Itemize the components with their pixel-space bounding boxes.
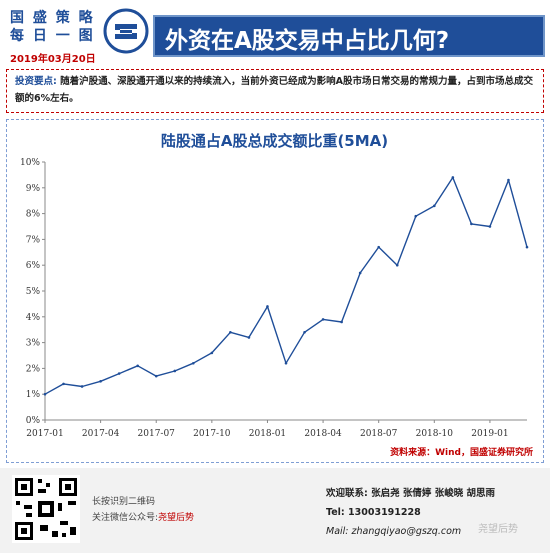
y-tick-label: 9%: [26, 184, 41, 194]
data-point: [358, 271, 362, 275]
data-point: [229, 330, 232, 334]
qr-line2: 关注微信公众号:尧望后势: [92, 510, 194, 526]
data-point: [433, 204, 436, 208]
contact-label: 欢迎联系:: [326, 488, 368, 499]
x-tick-label: 2017-07: [138, 429, 176, 439]
data-point: [507, 178, 510, 182]
y-tick-label: 10%: [20, 158, 40, 168]
data-point: [43, 392, 47, 396]
data-point: [210, 351, 214, 355]
qr-code-icon: [12, 475, 80, 543]
line-chart: 0% 1% 2% 3% 4% 5% 6% 7% 8% 9% 10% 2017-01 2017-04 201…: [20, 158, 529, 439]
y-tick-label: 1%: [26, 390, 41, 400]
brand-line1: 国 盛 策 略: [10, 10, 95, 26]
qr-line1: 长按识别二维码: [92, 497, 156, 507]
series-line: [44, 176, 528, 395]
y-tick-label: 4%: [26, 313, 41, 323]
y-tick-label: 6%: [26, 261, 41, 271]
data-point: [247, 336, 251, 339]
y-tick-label: 7%: [26, 235, 41, 245]
page-title: 外资在A股交易中占比几何?: [165, 28, 450, 54]
data-point: [154, 374, 158, 378]
contact-names: 欢迎联系: 张启尧 张倩婷 张峻晓 胡思雨: [326, 484, 495, 503]
data-point: [488, 225, 492, 228]
x-tick-label: 2017-04: [82, 429, 120, 439]
account-name: 尧望后势: [158, 513, 195, 523]
data-point: [451, 176, 455, 179]
data-point: [321, 318, 325, 321]
data-point: [266, 305, 269, 308]
chart-box: 陆股通占A股总成交额比重(5MA) 0% 1% 2% 3% 4% 5% 6% 7% 8% 9% 10…: [6, 119, 544, 463]
data-point: [525, 245, 529, 249]
data-point: [62, 382, 65, 386]
data-point: [340, 320, 343, 324]
data-point: [99, 380, 102, 383]
brand-title: 国 盛 策 略 每 日 一 图: [10, 9, 95, 45]
brand-line2-b: 一 图: [55, 28, 95, 44]
data-point: [377, 245, 380, 249]
contact-phone: Tel: 13003191228: [326, 507, 421, 518]
brand-line2: 每 日 一 图: [10, 27, 95, 45]
y-tick-label: 3%: [26, 339, 41, 349]
contact-info: 欢迎联系: 张启尧 张倩婷 张峻晓 胡思雨 Tel: 13003191228 M…: [326, 484, 495, 541]
data-point: [192, 361, 195, 365]
summary-text: 随着沪股通、深股通开通以来的持续流入，当前外资已经成为影响A股市场日常交易的常规…: [15, 76, 533, 104]
footer: 长按识别二维码 关注微信公众号:尧望后势 欢迎联系: 张启尧 张倩婷 张峻晓 胡…: [0, 468, 550, 553]
data-point: [470, 222, 473, 226]
x-tick-label: 2019-01: [471, 429, 508, 439]
watermark: 尧望后势: [478, 524, 518, 535]
header: 国 盛 策 略 每 日 一 图 2019年03月20日 外资在A股交易中占比几何…: [0, 0, 550, 68]
y-tick-label: 2%: [26, 364, 41, 374]
data-point: [80, 385, 84, 388]
chart-title: 陆股通占A股总成交额比重(5MA): [160, 132, 389, 150]
data-point: [395, 263, 399, 267]
data-point: [303, 330, 306, 334]
report-date: 2019年03月20日: [10, 54, 96, 65]
contact-mail: Mail: zhangqiyao@gszq.com: [326, 526, 462, 537]
title-bar: 外资在A股交易中占比几何?: [153, 15, 545, 57]
y-tick-label: 5%: [26, 287, 41, 297]
source-note: 资料来源：Wind，国盛证券研究所: [390, 448, 533, 458]
x-tick-label: 2018-10: [416, 429, 454, 439]
summary-key: 投资要点:: [15, 76, 57, 87]
x-tick-label: 2017-01: [26, 429, 63, 439]
data-point: [136, 364, 139, 368]
data-point: [414, 214, 418, 218]
company-logo-icon: [103, 8, 149, 54]
x-tick-label: 2017-10: [193, 429, 231, 439]
brand-line2-a: 每 日: [10, 28, 49, 44]
x-tick-label: 2018-04: [304, 429, 342, 439]
data-point: [173, 369, 177, 373]
data-point: [117, 372, 121, 375]
qr-line2-a: 关注微信公众号:: [92, 513, 159, 523]
analyst-names: 张启尧 张倩婷 张峻晓 胡思雨: [371, 488, 496, 499]
x-tick-label: 2018-01: [249, 429, 286, 439]
summary-box: 投资要点: 随着沪股通、深股通开通以来的持续流入，当前外资已经成为影响A股市场日…: [6, 69, 544, 113]
y-tick-label: 0%: [26, 416, 41, 426]
data-point: [284, 361, 288, 365]
qr-caption: 长按识别二维码 关注微信公众号:尧望后势: [92, 494, 194, 526]
y-tick-label: 8%: [26, 210, 41, 220]
x-tick-label: 2018-07: [360, 429, 398, 439]
